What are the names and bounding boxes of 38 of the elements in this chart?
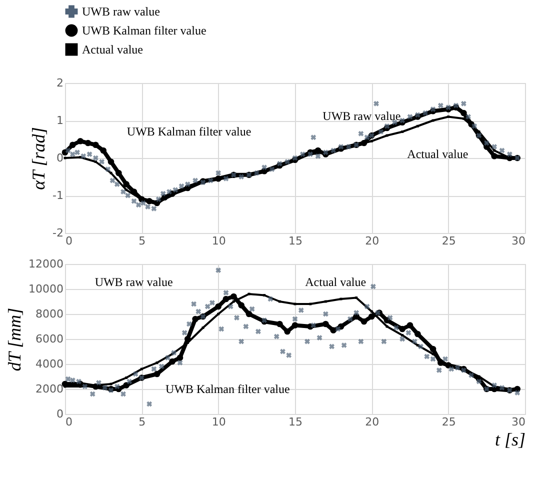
y-axis-title: αT [rad] (28, 127, 49, 190)
y-tick-label: 2000 (36, 382, 64, 396)
annotation: Actual value (305, 274, 366, 289)
y-tick-label: -1 (52, 189, 64, 202)
x-tick-label: 0 (66, 416, 72, 428)
annotation: UWB raw value (322, 108, 401, 123)
y-tick-label: 8000 (36, 308, 64, 320)
x-tick-label: 10 (212, 234, 226, 248)
legend-label: UWB raw value (82, 4, 160, 18)
x-tick-label: 15 (288, 234, 302, 248)
x-axis-title: t [s] (494, 430, 526, 450)
x-tick-label: 20 (365, 416, 380, 428)
annotation: UWB Kalman filter value (166, 382, 290, 396)
x-tick-label: 25 (442, 234, 456, 248)
x-tick-label: 20 (365, 234, 380, 248)
y-tick-label: 10000 (28, 282, 64, 296)
annotation: UWB raw value (94, 275, 173, 289)
legend-label: UWB Kalman filter value (82, 24, 206, 38)
y-tick-label: 6000 (36, 332, 64, 346)
x-tick-label: 30 (512, 416, 526, 428)
y-axis-title: dT [mm] (4, 308, 25, 372)
x-tick-label: 10 (212, 416, 226, 428)
y-tick-label: 1 (56, 114, 64, 127)
legend-label: Actual value (82, 42, 143, 56)
y-tick-label: 2 (56, 76, 64, 90)
x-tick-label: 5 (138, 234, 146, 248)
x-tick-label: 30 (512, 234, 526, 248)
x-tick-label: 0 (66, 234, 72, 248)
annotation: Actual value (407, 147, 468, 161)
x-tick-label: 25 (442, 416, 456, 428)
y-tick-label: 0 (56, 408, 64, 420)
y-tick-label: 4000 (36, 358, 64, 370)
y-tick-label: -2 (52, 226, 64, 240)
y-tick-label: 12000 (28, 258, 64, 270)
x-tick-label: 5 (138, 416, 146, 428)
annotation: UWB Kalman filter value (126, 124, 252, 139)
x-tick-label: 15 (288, 416, 302, 428)
y-tick-label: 0 (56, 152, 64, 164)
